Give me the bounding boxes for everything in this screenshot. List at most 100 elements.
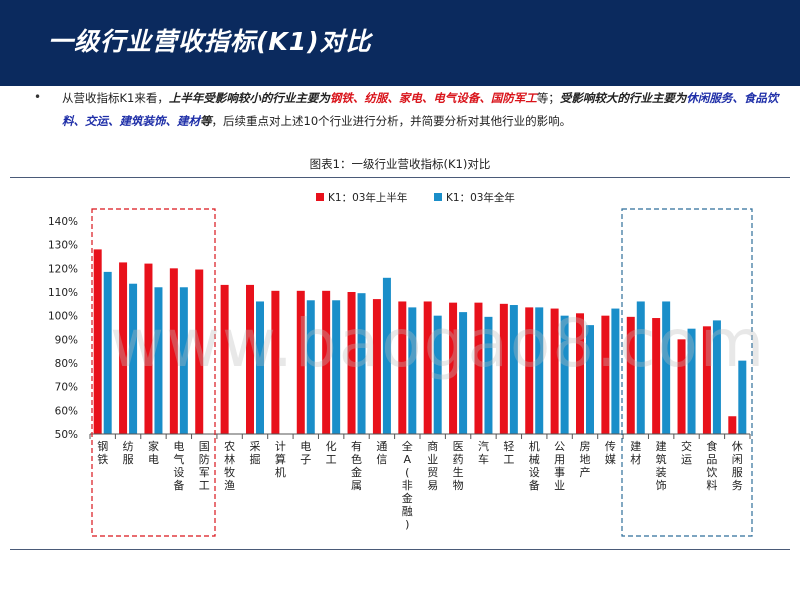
x-tick-label: 建材 [630, 439, 641, 466]
x-tick-label: 钢铁 [97, 440, 108, 466]
bar-h1 [271, 290, 280, 434]
x-tick-label: 家电 [148, 439, 159, 466]
highlight-box-small-impact [91, 208, 216, 537]
summary-highlight-small-impact: 钢铁、纺服、家电、电气设备、国防军工 [329, 91, 537, 105]
x-tick-label: 公用事业 [554, 440, 565, 492]
x-tick-label: 通信 [376, 440, 387, 466]
bar-full [662, 301, 671, 434]
bullet-dot: • [34, 90, 42, 104]
y-tick-label: 130% [48, 240, 78, 252]
header-bar: 一级行业营收指标(K1)对比 [0, 0, 800, 86]
bar-h1 [677, 339, 686, 434]
legend-swatch-2 [434, 193, 442, 201]
bar-full [459, 312, 468, 434]
y-tick-label: 50% [55, 429, 78, 441]
x-tick-label: 采掘 [250, 440, 261, 466]
x-tick-label: 机械设备 [529, 439, 540, 492]
bar-full [712, 320, 721, 434]
x-tick-label: 电气设备 [173, 440, 184, 492]
summary-text-2: 上半年受影响较小的行业主要为 [168, 91, 330, 105]
top-divider [10, 177, 790, 178]
bar-h1 [728, 416, 737, 434]
bar-full [484, 316, 493, 434]
bar-full [129, 283, 138, 434]
highlight-box-large-impact [621, 208, 753, 537]
x-tick-label: 计算机 [275, 440, 286, 479]
legend-label-1: K1：03年上半年 [328, 191, 407, 204]
bar-full [586, 325, 594, 434]
x-tick-label: 全 A (非金融) [402, 439, 413, 531]
x-tick-label: 商业贸易 [427, 439, 438, 492]
x-tick-label: 房地产 [580, 440, 591, 479]
bar-h1 [119, 262, 128, 434]
bar-full [433, 315, 442, 434]
bottom-divider [10, 549, 790, 550]
bar-h1 [169, 268, 178, 434]
bar-h1 [449, 302, 458, 434]
summary-paragraph: 从营收指标K1来看，上半年受影响较小的行业主要为钢铁、纺服、家电、电气设备、国防… [62, 87, 782, 133]
bar-h1 [144, 263, 153, 434]
bar-h1 [93, 249, 102, 434]
bar-full [636, 301, 645, 434]
bar-full [179, 287, 188, 434]
x-tick-label: 国防军工 [199, 440, 210, 492]
x-tick-label: 电子 [300, 440, 311, 466]
bar-full [306, 300, 315, 434]
y-tick-label: 110% [48, 287, 78, 299]
bar-h1 [525, 307, 534, 434]
bar-full [509, 305, 518, 434]
page-title: 一级行业营收指标(K1)对比 [48, 27, 372, 56]
bar-h1 [372, 299, 381, 434]
chart-caption: 图表1：一级行业营收指标(K1)对比 [309, 157, 491, 171]
summary-text-6: ，后续重点对上述10个行业进行分析，并简要分析对其他行业的影响。 [211, 114, 572, 128]
bar-full [738, 360, 747, 434]
x-tick-label: 化工 [326, 439, 337, 466]
bar-h1 [220, 284, 229, 434]
y-tick-label: 90% [55, 334, 78, 346]
bar-full [611, 308, 620, 434]
bar-h1 [246, 284, 254, 434]
bar-full [103, 271, 112, 434]
bar-h1 [195, 269, 204, 434]
x-tick-label: 传媒 [605, 440, 616, 466]
x-tick-label: 交运 [681, 439, 692, 466]
x-tick-label: 农林牧渔 [224, 439, 235, 492]
bar-full [154, 287, 163, 434]
y-tick-label: 140% [48, 216, 78, 228]
bar-h1 [652, 318, 661, 434]
summary-text-5: 等 [200, 114, 212, 128]
bar-full [357, 293, 366, 434]
bar-h1 [423, 301, 432, 434]
bar-h1 [499, 303, 508, 434]
summary-text-1: 从营收指标K1来看， [62, 91, 169, 105]
bar-full [256, 301, 264, 434]
bar-h1 [398, 301, 407, 434]
x-tick-label: 有色金属 [351, 439, 362, 492]
y-tick-label: 120% [48, 263, 78, 275]
bar-full [382, 277, 391, 434]
bar-h1 [702, 326, 711, 434]
y-tick-label: 70% [55, 382, 78, 394]
x-tick-label: 医药生物 [453, 440, 464, 492]
x-tick-label: 汽车 [478, 439, 489, 466]
y-tick-label: 100% [48, 311, 78, 323]
x-tick-label: 建筑装饰 [656, 439, 667, 492]
bar-h1 [322, 290, 331, 434]
x-tick-label: 纺服 [123, 439, 134, 466]
bar-h1 [296, 290, 305, 434]
summary-highlight-large-impact: 休闲服务、食品饮料、交运、建筑装饰、建材 [62, 91, 779, 128]
x-tick-label: 轻工 [503, 439, 514, 466]
bar-full [560, 315, 569, 434]
bar-full [687, 328, 696, 434]
bar-full [535, 307, 544, 434]
summary-text-4: 受影响较大的行业主要为 [559, 91, 687, 105]
y-tick-label: 80% [55, 358, 78, 370]
bar-h1 [601, 315, 610, 434]
x-tick-label: 休闲服务 [732, 440, 743, 492]
legend-label-2: K1：03年全年 [446, 191, 515, 204]
bar-h1 [626, 316, 635, 434]
bar-h1 [550, 308, 559, 434]
x-tick-label: 食品饮料 [706, 439, 717, 492]
bar-h1 [474, 302, 483, 434]
